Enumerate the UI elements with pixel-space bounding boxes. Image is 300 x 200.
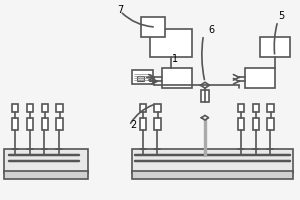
Bar xyxy=(4,149,88,173)
Bar xyxy=(41,104,48,112)
Bar xyxy=(150,29,192,57)
Bar xyxy=(27,104,33,112)
Bar xyxy=(245,68,275,88)
Bar xyxy=(260,37,290,57)
Text: 5: 5 xyxy=(278,11,284,21)
Bar xyxy=(56,118,63,130)
Bar xyxy=(4,171,88,179)
Bar xyxy=(267,104,274,112)
Bar xyxy=(56,104,63,112)
Bar xyxy=(132,149,293,173)
Bar xyxy=(201,90,209,102)
Text: 2: 2 xyxy=(131,120,137,130)
Text: 1: 1 xyxy=(172,54,178,64)
Bar xyxy=(162,68,192,88)
Bar xyxy=(238,118,244,130)
Bar xyxy=(41,118,48,130)
Bar xyxy=(132,70,153,84)
Bar xyxy=(12,118,18,130)
Bar xyxy=(238,104,244,112)
Bar xyxy=(27,118,33,130)
Bar xyxy=(12,104,18,112)
Bar xyxy=(154,118,161,130)
Bar xyxy=(253,118,259,130)
Text: 7: 7 xyxy=(117,5,124,15)
Bar xyxy=(140,118,146,130)
Bar xyxy=(253,104,259,112)
Bar xyxy=(140,104,146,112)
Bar xyxy=(141,17,165,37)
Bar xyxy=(267,118,274,130)
Bar xyxy=(132,171,293,179)
Text: 6: 6 xyxy=(208,25,214,35)
Bar xyxy=(136,76,144,81)
Bar xyxy=(154,104,161,112)
